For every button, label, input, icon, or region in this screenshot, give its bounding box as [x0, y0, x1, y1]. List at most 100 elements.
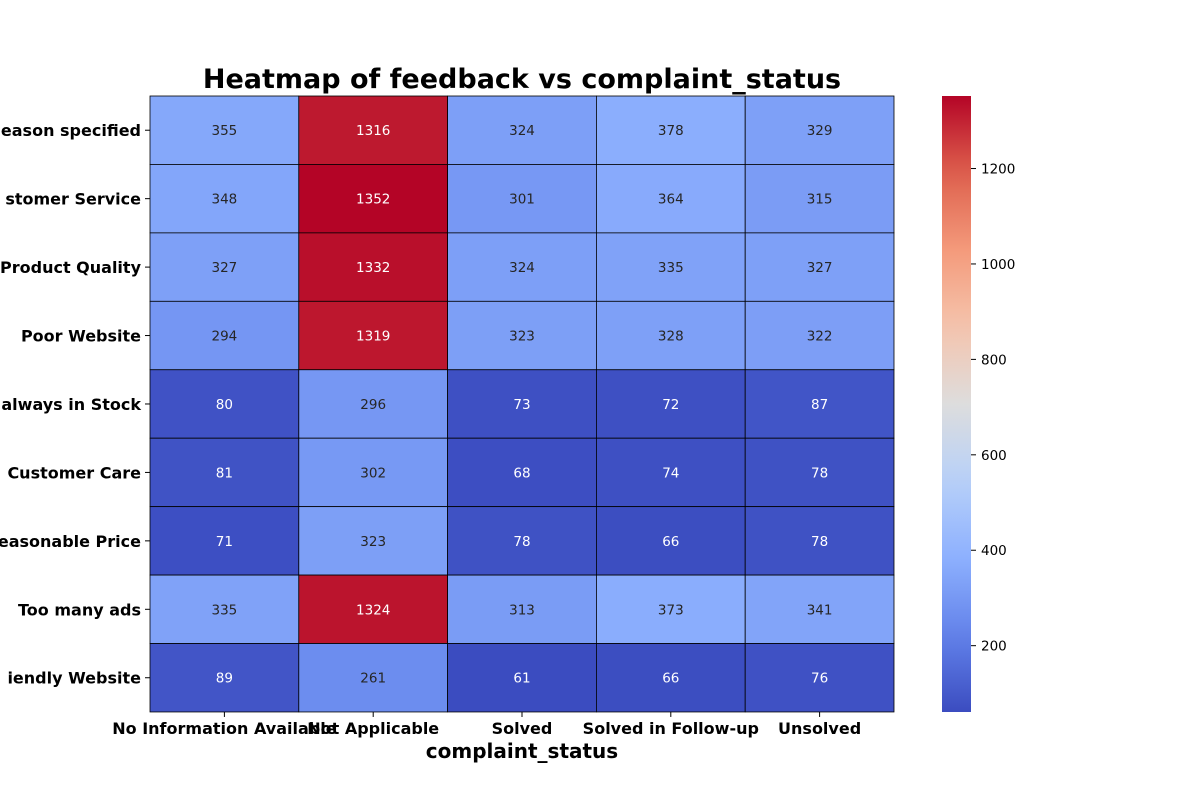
y-tick-label: Poor Website — [21, 327, 141, 346]
x-tick-label: Solved — [492, 719, 553, 738]
heatmap-cell — [149, 164, 300, 234]
colorbar-tick-label: 1000 — [981, 257, 1015, 273]
cell-value-label: 78 — [513, 534, 530, 550]
x-tick-label: Solved in Follow-up — [583, 719, 759, 738]
heatmap-cell — [298, 369, 448, 439]
heatmap-cell — [596, 232, 746, 302]
cell-value-label: 89 — [216, 671, 233, 687]
heatmap-cell — [447, 369, 597, 439]
heatmap-cell — [298, 95, 448, 165]
heatmap-cells: 355 1316 324 378 329 348 1352 301 364 315 327 1332 3… — [149, 95, 895, 713]
cell-value-label: 324 — [509, 260, 535, 276]
y-tick-label: Too many ads — [18, 600, 141, 619]
heatmap-cell — [596, 437, 746, 508]
heatmap-cell — [298, 643, 448, 713]
heatmap-cell — [596, 574, 746, 644]
y-tick-label: always in Stock — [1, 395, 141, 414]
y-tick-label: iendly Website — [7, 669, 141, 688]
colorbar-tick-label: 200 — [981, 639, 1007, 655]
colorbar-ticks: 200 400 600 800 1000 1200 — [971, 162, 1015, 655]
cell-value-label: 355 — [212, 123, 238, 139]
cell-value-label: 335 — [212, 602, 238, 618]
cell-value-label: 71 — [216, 534, 233, 550]
heatmap-cell — [744, 164, 895, 234]
heatmap-cell — [149, 95, 300, 165]
cell-value-label: 68 — [513, 465, 530, 481]
cell-value-label: 378 — [658, 123, 684, 139]
heatmap-cell — [744, 95, 895, 165]
cell-value-label: 329 — [807, 123, 833, 139]
cell-value-label: 78 — [811, 534, 828, 550]
cell-value-label: 261 — [360, 671, 386, 687]
colorbar-tick-label: 1200 — [981, 162, 1015, 178]
heatmap-cell — [744, 506, 895, 576]
x-tick-label: No Information Available — [112, 719, 336, 738]
heatmap-cell — [447, 300, 597, 371]
heatmap-cell — [447, 437, 597, 508]
heatmap-cell — [447, 232, 597, 302]
heatmap-cell — [447, 95, 597, 165]
y-tick-labels: eason specified stomer Service Product Qua… — [0, 121, 150, 688]
cell-value-label: 315 — [807, 192, 833, 208]
cell-value-label: 1324 — [356, 602, 390, 618]
x-tick-label: Not Applicable — [307, 719, 439, 738]
cell-value-label: 348 — [212, 192, 238, 208]
heatmap-cell — [596, 95, 746, 165]
cell-value-label: 61 — [513, 671, 530, 687]
cell-value-label: 294 — [212, 329, 238, 345]
colorbar-tick-label: 400 — [981, 543, 1007, 559]
y-tick-label: eason specified — [1, 121, 141, 140]
chart-title: Heatmap of feedback vs complaint_status — [203, 64, 841, 95]
x-axis-label: complaint_status — [426, 739, 618, 763]
cell-value-label: 373 — [658, 602, 684, 618]
cell-value-label: 296 — [360, 397, 386, 413]
colorbar — [942, 96, 971, 712]
y-tick-label: easonable Price — [0, 532, 141, 551]
x-tick-label: Unsolved — [778, 719, 861, 738]
heatmap-cell — [596, 300, 746, 371]
heatmap-cell — [447, 574, 597, 644]
cell-value-label: 322 — [807, 329, 833, 345]
cell-value-label: 323 — [509, 329, 535, 345]
cell-value-label: 323 — [360, 534, 386, 550]
cell-value-label: 66 — [662, 671, 679, 687]
heatmap-cell — [744, 232, 895, 302]
cell-value-label: 73 — [513, 397, 530, 413]
heatmap-cell — [744, 574, 895, 644]
cell-value-label: 1352 — [356, 192, 390, 208]
cell-value-label: 72 — [662, 397, 679, 413]
heatmap-cell — [298, 232, 448, 302]
cell-value-label: 335 — [658, 260, 684, 276]
cell-value-label: 324 — [509, 123, 535, 139]
cell-value-label: 328 — [658, 329, 684, 345]
cell-value-label: 364 — [658, 192, 684, 208]
cell-value-label: 74 — [662, 465, 679, 481]
cell-value-label: 1319 — [356, 329, 390, 345]
heatmap-cell — [149, 369, 300, 439]
y-tick-label: stomer Service — [5, 190, 141, 209]
cell-value-label: 78 — [811, 465, 828, 481]
y-tick-label: Customer Care — [7, 463, 141, 482]
heatmap-cell — [744, 643, 895, 713]
cell-value-label: 1332 — [356, 260, 390, 276]
cell-value-label: 327 — [807, 260, 833, 276]
cell-value-label: 87 — [811, 397, 828, 413]
heatmap-cell — [744, 300, 895, 371]
heatmap-cell — [447, 643, 597, 713]
y-tick-label: Product Quality — [0, 258, 142, 277]
heatmap-cell — [298, 574, 448, 644]
cell-value-label: 327 — [212, 260, 238, 276]
heatmap-cell — [744, 437, 895, 508]
heatmap-cell — [298, 437, 448, 508]
heatmap-cell — [744, 369, 895, 439]
cell-value-label: 313 — [509, 602, 535, 618]
cell-value-label: 341 — [807, 602, 833, 618]
cell-value-label: 80 — [216, 397, 233, 413]
cell-value-label: 1316 — [356, 123, 390, 139]
colorbar-tick-label: 600 — [981, 448, 1007, 464]
cell-value-label: 81 — [216, 465, 233, 481]
heatmap-cell — [447, 164, 597, 234]
cell-value-label: 302 — [360, 465, 386, 481]
